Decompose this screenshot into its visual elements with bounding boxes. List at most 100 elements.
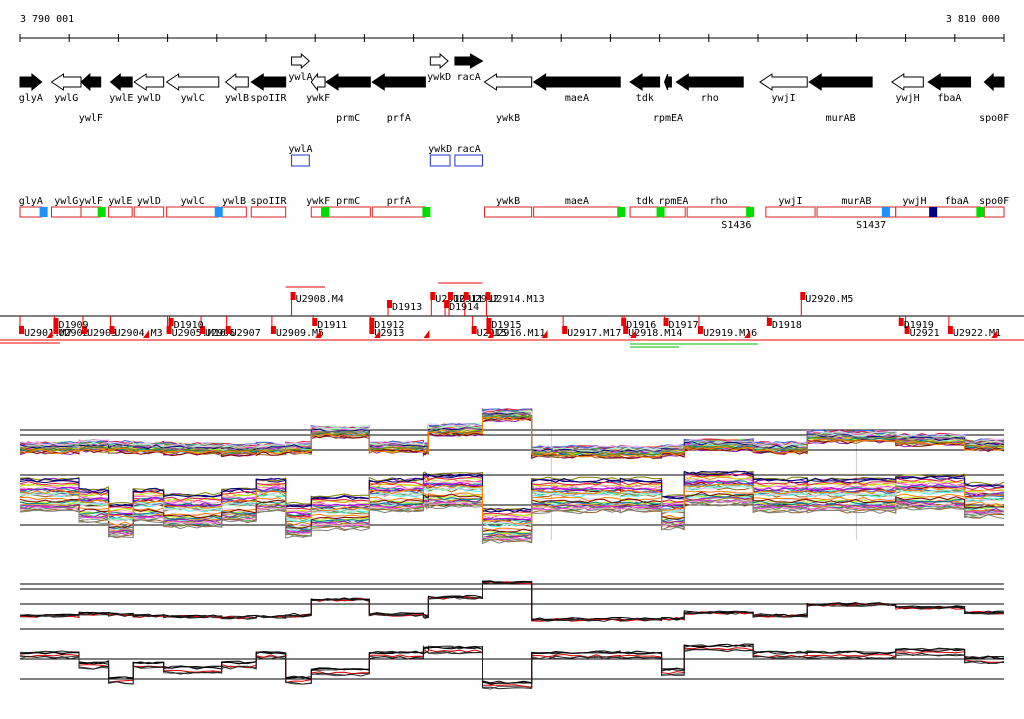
- feature-marker: [623, 326, 629, 334]
- gene-box-marker: [617, 207, 626, 217]
- gene-box: [932, 206, 981, 218]
- gene-box-label: spo0F: [979, 196, 1009, 207]
- gene-box-label: ywlF: [79, 196, 103, 207]
- gene-box: [629, 206, 661, 218]
- gene-label-rpmEA: rpmEA: [653, 113, 683, 124]
- feature-label: U2920.M5: [805, 294, 853, 305]
- feature-marker: [19, 326, 24, 334]
- gene-label-prfA: prfA: [387, 113, 411, 124]
- feature-label: U2916.M11: [491, 328, 545, 339]
- gene-box: [533, 206, 621, 218]
- gene-arrow-murAB: [808, 73, 873, 91]
- feature-label: U2922.M1: [953, 328, 1001, 339]
- gene-arrow-rho: [675, 73, 744, 91]
- feature-marker: [621, 318, 627, 326]
- feature-triangle: [487, 330, 494, 338]
- gene-arrow-prmC: [325, 73, 371, 91]
- gene-box-label: ywlG: [54, 196, 78, 207]
- feature-marker: [168, 318, 174, 326]
- feature-marker: [663, 318, 669, 326]
- gene-box-label: spoIIR: [250, 196, 287, 207]
- feature-marker: [81, 326, 87, 334]
- feature-marker: [387, 300, 393, 308]
- gene-arrow-ywkF: [310, 72, 326, 92]
- ruler-ticks: [19, 34, 1005, 42]
- feature-label: U2917.M17: [567, 328, 621, 339]
- upper-box-track: ywlA ywkD racA: [288, 144, 483, 167]
- gene-box: [133, 206, 165, 218]
- gene-box-label: ywlD: [137, 196, 161, 207]
- gene-arrow-ywkB: [483, 73, 533, 91]
- gene-arrow-ywlB: [224, 72, 249, 92]
- gene-label-prmC: prmC: [336, 113, 360, 124]
- ruler-end-label: 3 810 000: [946, 14, 1000, 25]
- feature-marker: [200, 326, 206, 334]
- expression-line-upper: [19, 581, 1005, 622]
- feature-label: D1916: [626, 320, 656, 331]
- feature-label: U2919.M16: [703, 328, 757, 339]
- gene-box: [108, 206, 133, 218]
- gene-box-label: rpmEA: [658, 196, 688, 207]
- gene-box: [371, 206, 426, 218]
- gene-arrow-ywlF: [80, 72, 102, 92]
- feature-marker: [463, 292, 469, 300]
- expression-line-lower: [19, 643, 1005, 684]
- expression-line-upper: [19, 415, 1005, 458]
- feature-marker: [697, 326, 703, 334]
- gene-arrow-glyA: [19, 72, 43, 92]
- feature-marker: [53, 326, 59, 334]
- gene-label-ywlA: ywlA: [288, 72, 312, 83]
- gene-arrow-tdk: [629, 73, 661, 91]
- feature-label: U2913: [374, 328, 404, 339]
- feature-triangle: [630, 330, 637, 338]
- gene-box: [686, 206, 751, 218]
- feature-marker: [471, 326, 477, 334]
- gene-box: [250, 206, 287, 218]
- feature-label: U2907: [231, 328, 261, 339]
- gene-arrow-ywlC: [165, 73, 220, 91]
- gene-box: [19, 206, 43, 218]
- gene-arrow-racA: [454, 53, 484, 69]
- feature-triangle: [541, 330, 548, 338]
- gene-arrow-spoIIR: [250, 73, 287, 91]
- gene-arrow-ywjH: [890, 73, 924, 91]
- feature-label: U2902: [58, 328, 88, 339]
- feature-label: U2914.M13: [490, 294, 544, 305]
- feature-label: U2921: [910, 328, 940, 339]
- feature-label: U2905.M16: [172, 328, 226, 339]
- feature-triangle: [374, 330, 381, 338]
- feature-label: D1911: [317, 320, 347, 331]
- gene-box-label: ywlB: [222, 196, 246, 207]
- feature-label: U2901.M7: [24, 328, 72, 339]
- gene-box-marker: [422, 207, 431, 217]
- gene-box-marker: [976, 207, 985, 217]
- expression-line-lower: [19, 643, 1005, 685]
- gene-arrow-ywlA: [291, 52, 311, 70]
- gene-arrow-maeA: [532, 73, 621, 91]
- gene-box-label: ywjI: [778, 196, 802, 207]
- gene-box-label: rho: [710, 196, 728, 207]
- gene-arrow-ywjI: [759, 73, 808, 91]
- feature-marker: [270, 326, 276, 334]
- gene-label-glyA: glyA: [19, 93, 43, 104]
- gene-label-fbaA: fbaA: [937, 93, 961, 104]
- feature-marker: [898, 318, 904, 326]
- gene-label-tdk: tdk: [636, 93, 654, 104]
- gene-box-marker: [39, 207, 48, 217]
- feature-label: U2903: [87, 328, 117, 339]
- feature-label: D1909: [58, 320, 88, 331]
- feature-triangle: [143, 330, 149, 338]
- gene-arrow-spo0F: [983, 72, 1005, 92]
- feature-label: U2909.M5: [276, 328, 324, 339]
- gene-box: [166, 206, 220, 218]
- gene-label-spoIIR: spoIIR: [250, 93, 287, 104]
- gene-arrow-fbaA: [927, 73, 972, 91]
- feature-marker: [312, 318, 318, 326]
- upper-box-label: ywlA: [288, 144, 312, 155]
- feature-marker: [947, 326, 953, 334]
- feature-marker: [109, 326, 115, 334]
- gene-box: [895, 206, 934, 218]
- feature-marker: [766, 318, 772, 326]
